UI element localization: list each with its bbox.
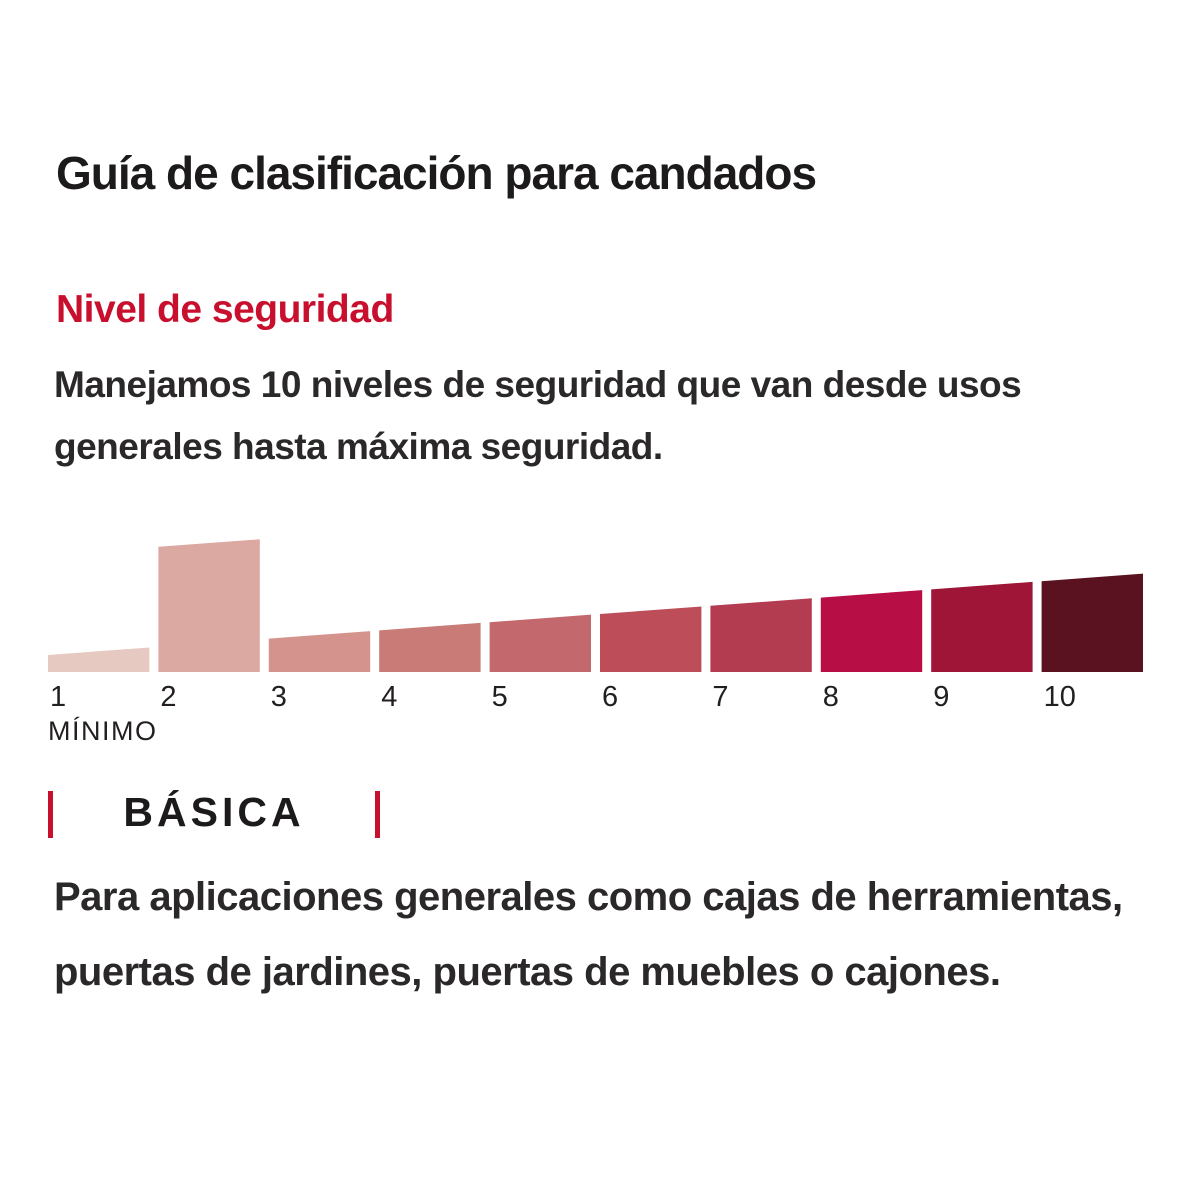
rating-right-tick-icon [375,790,380,838]
chart-axis-label-2: 2 [160,681,176,713]
chart-axis-label-1: 1 [50,681,66,713]
rating-left-tick-icon [48,790,53,838]
chart-bar-level-4 [379,622,481,672]
security-level-chart-svg: 1 2 3 4 5 6 7 8 9 10 MÍNIMO [48,539,1143,744]
rating-description: Para aplicaciones generales como cajas d… [54,875,1123,994]
chart-axis-label-6: 6 [602,681,618,713]
chart-bar-level-8 [820,590,923,672]
chart-minimum-label: MÍNIMO [48,716,158,744]
chart-axis-label-10: 10 [1044,681,1076,713]
chart-bar-level-9 [931,581,1033,672]
page-title: Guía de clasificación para candados [56,147,817,199]
rating-row: BÁSICA [48,789,380,838]
chart-bar-level-2 [158,539,260,672]
security-level-description: Manejamos 10 niveles de seguridad que va… [54,364,1022,467]
chart-axis-label-3: 3 [271,681,287,713]
chart-axis-label-8: 8 [823,681,839,713]
chart-bar-level-10 [1041,573,1143,672]
chart-bar-level-5 [489,614,591,672]
security-level-chart: 1 2 3 4 5 6 7 8 9 10 MÍNIMO [48,522,1152,744]
chart-axis-label-4: 4 [381,681,397,713]
chart-bar-level-1 [48,647,150,672]
security-level-heading: Nivel de seguridad [56,288,394,331]
chart-axis-label-5: 5 [492,681,508,713]
chart-bar-level-3 [268,631,371,672]
chart-bar-level-6 [600,606,702,672]
chart-axis-label-7: 7 [712,681,728,713]
chart-axis-label-9: 9 [933,681,949,713]
rating-label: BÁSICA [123,789,305,835]
chart-bar-level-7 [710,598,812,672]
